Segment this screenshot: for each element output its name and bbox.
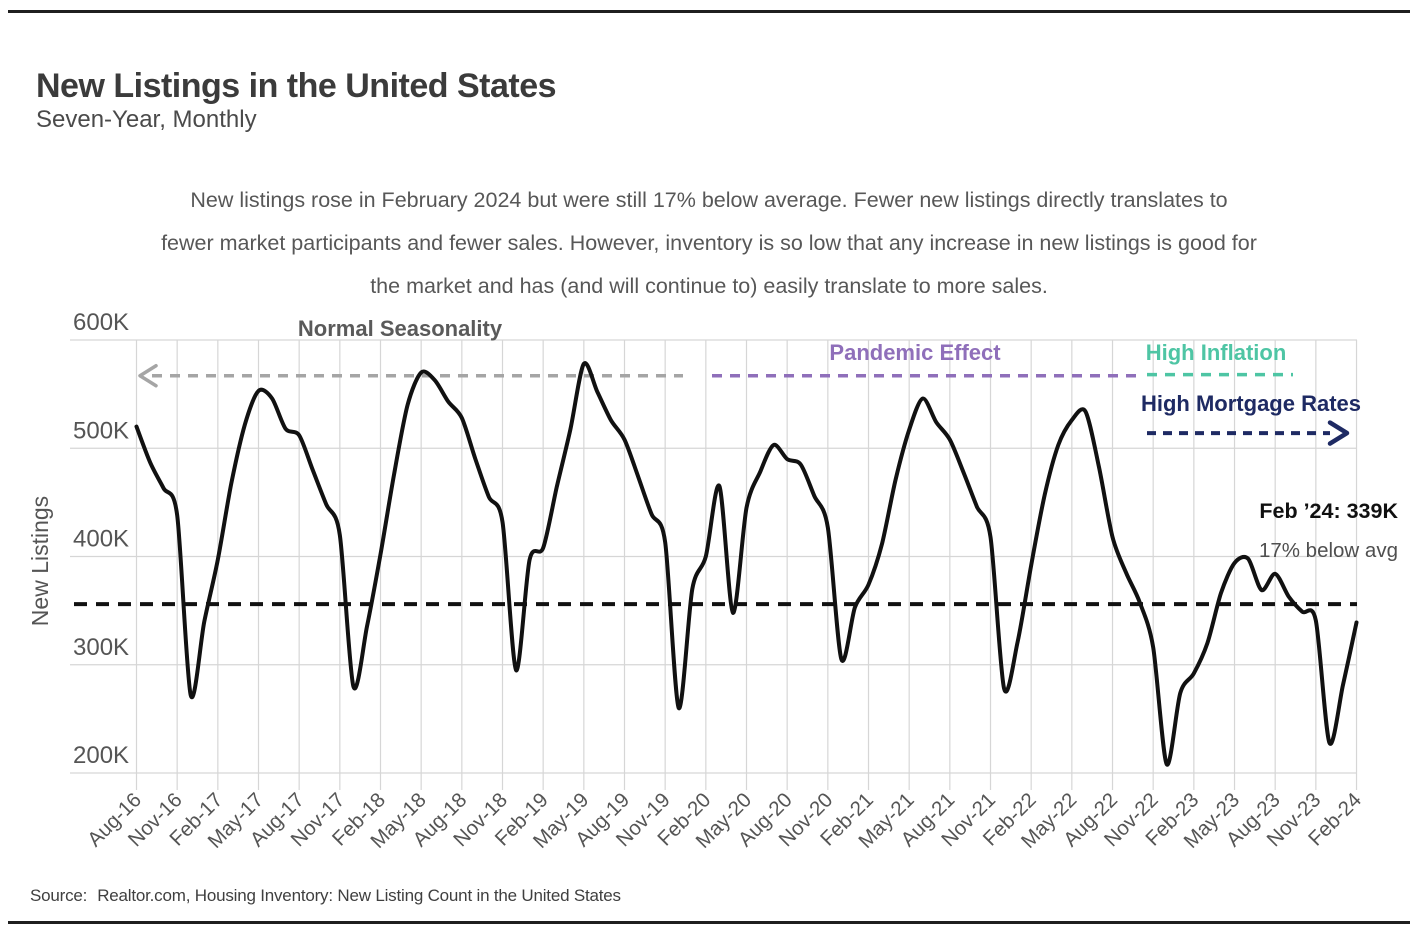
y-axis-ticks: 600K 500K 400K 300K 200K	[73, 309, 129, 769]
y-tick-label: 300K	[73, 634, 129, 661]
endpoint-sublabel: 17% below avg	[1258, 539, 1398, 562]
right-arrow-icon	[1327, 420, 1350, 446]
source-label: Source:	[30, 886, 88, 905]
description-line-3: the market and has (and will continue to…	[370, 274, 1048, 298]
normal-seasonality-annotation: Normal Seasonality	[297, 316, 503, 341]
y-tick-label: 500K	[73, 417, 129, 444]
source-line: Source: Realtor.com, Housing Inventory: N…	[30, 886, 621, 906]
page-title: New Listings in the United States	[36, 66, 557, 105]
high-inflation-annotation: High Inflation	[1145, 340, 1287, 365]
high-mortgage-rates-annotation: High Mortgage Rates	[1140, 391, 1362, 416]
new-listings-line	[134, 361, 1359, 767]
endpoint-value-label: Feb ’24: 339K	[1259, 499, 1398, 523]
y-axis-title: New Listings	[27, 495, 53, 627]
y-tick-label: 600K	[73, 309, 129, 336]
x-axis-ticks: Aug-16Nov-16Feb-17May-17Aug-17Nov-17Feb-…	[83, 788, 1366, 853]
description-line-1: New listings rose in February 2024 but w…	[190, 188, 1228, 212]
source-text: Realtor.com, Housing Inventory: New List…	[97, 886, 621, 905]
description-line-2: fewer market participants and fewer sale…	[161, 231, 1257, 255]
y-tick-label: 200K	[73, 742, 129, 769]
y-tick-label: 400K	[73, 526, 129, 553]
pandemic-effect-annotation: Pandemic Effect	[829, 340, 1001, 365]
top-border-rule	[8, 10, 1410, 13]
chart-description: New listings rose in February 2024 but w…	[0, 179, 1418, 308]
bottom-border-rule	[8, 921, 1410, 924]
left-arrow-icon	[138, 363, 158, 388]
page-subtitle: Seven-Year, Monthly	[36, 106, 257, 133]
